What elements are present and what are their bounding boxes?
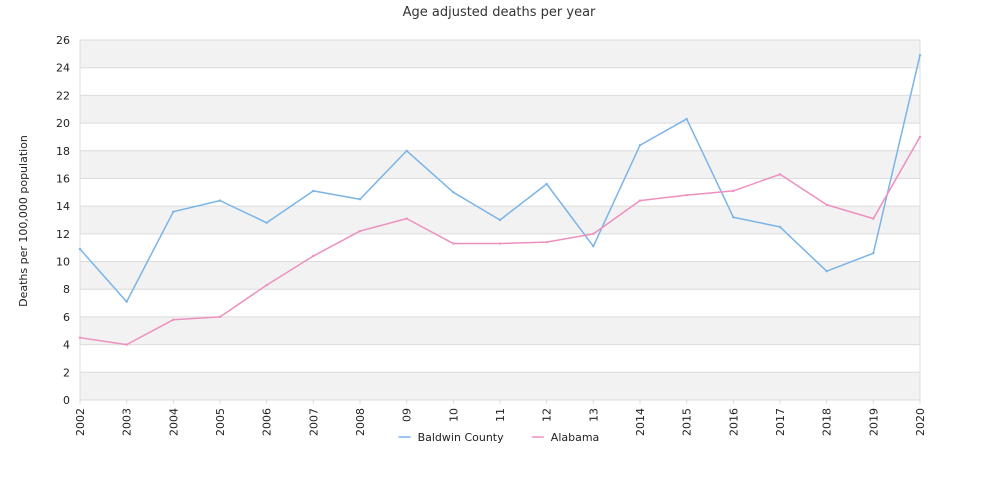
data-point (498, 242, 502, 245)
y-tick-label: 22 (56, 89, 70, 102)
data-point (825, 270, 828, 273)
y-tick-label: 14 (56, 200, 70, 213)
grid-band (80, 261, 920, 290)
data-point (218, 315, 222, 319)
data-point (405, 217, 408, 220)
data-point (358, 198, 362, 201)
data-point (358, 229, 362, 233)
legend-label: Baldwin County (418, 431, 505, 444)
data-point (452, 242, 455, 245)
legend-item[interactable]: Baldwin County (398, 431, 505, 444)
data-point (545, 240, 548, 244)
legend-label: Alabama (551, 431, 600, 444)
grid-band (80, 316, 920, 345)
data-point (265, 221, 268, 224)
data-point (685, 117, 688, 121)
legend-item[interactable]: Alabama (531, 431, 600, 444)
data-point (918, 54, 922, 57)
x-tick-label: 2014 (634, 408, 647, 436)
x-tick-label: 2003 (121, 408, 134, 436)
y-tick-label: 16 (56, 172, 70, 185)
x-tick-label: 13 (587, 408, 600, 422)
x-tick-label: 09 (401, 408, 414, 422)
y-tick-label: 26 (56, 34, 70, 47)
y-tick-label: 24 (56, 62, 70, 75)
data-point (872, 252, 875, 255)
data-point (732, 189, 735, 193)
data-point (545, 182, 548, 186)
data-point (732, 216, 735, 219)
x-tick-label: 2006 (261, 408, 274, 436)
x-tick-label: 2007 (307, 408, 320, 436)
grid-band (80, 150, 920, 179)
y-tick-label: 20 (56, 117, 70, 130)
x-tick-label: 2004 (167, 408, 180, 436)
data-point (125, 300, 128, 303)
data-point (265, 283, 268, 287)
data-point (172, 318, 175, 321)
y-axis-label: Deaths per 100,000 population (17, 135, 30, 307)
x-tick-label: 2005 (214, 408, 227, 436)
data-point (592, 245, 595, 248)
x-tick-label: 2018 (821, 408, 834, 436)
x-tick-label: 2020 (914, 408, 927, 436)
data-point (778, 225, 782, 229)
data-point (405, 149, 408, 152)
x-tick-label: 2019 (867, 408, 880, 436)
chart-title: Age adjusted deaths per year (403, 5, 596, 20)
data-point (452, 191, 455, 194)
x-tick-label: 2015 (681, 408, 694, 436)
x-tick-label: 11 (494, 408, 507, 422)
y-tick-label: 6 (63, 311, 70, 324)
x-axis-ticks: 2002 2003 2004 2005 2006 2007 2008 09 10 11 12 13 20… (74, 400, 927, 436)
series-lines (78, 54, 922, 346)
data-point (78, 247, 82, 251)
y-tick-label: 4 (63, 339, 70, 352)
data-point (312, 189, 315, 193)
data-point (638, 199, 642, 202)
grid-band (80, 40, 920, 68)
x-tick-label: 2017 (774, 408, 787, 436)
x-tick-label: 10 (447, 408, 460, 422)
data-point (312, 254, 315, 258)
y-tick-label: 0 (63, 394, 70, 407)
x-tick-label: 2002 (74, 408, 87, 436)
x-tick-label: 12 (541, 408, 554, 422)
data-point (778, 173, 782, 176)
data-point (872, 217, 875, 220)
data-point (498, 218, 502, 222)
grid-band (80, 372, 920, 400)
data-point (172, 210, 175, 213)
data-point (638, 144, 642, 147)
y-tick-label: 18 (56, 145, 70, 158)
y-tick-label: 12 (56, 228, 70, 241)
y-tick-label: 2 (63, 366, 70, 379)
y-tick-label: 8 (63, 283, 70, 296)
data-point (78, 336, 82, 339)
legend: Baldwin County Alabama (398, 431, 600, 444)
data-point (685, 193, 688, 197)
data-point (918, 135, 922, 139)
y-tick-label: 10 (56, 256, 70, 269)
grid-band (80, 95, 920, 124)
data-point (218, 199, 222, 202)
plot-background (80, 40, 920, 400)
x-tick-label: 2008 (354, 408, 367, 436)
data-point (825, 203, 828, 206)
data-point (125, 343, 128, 346)
x-tick-label: 2016 (727, 408, 740, 436)
data-point (592, 232, 595, 236)
